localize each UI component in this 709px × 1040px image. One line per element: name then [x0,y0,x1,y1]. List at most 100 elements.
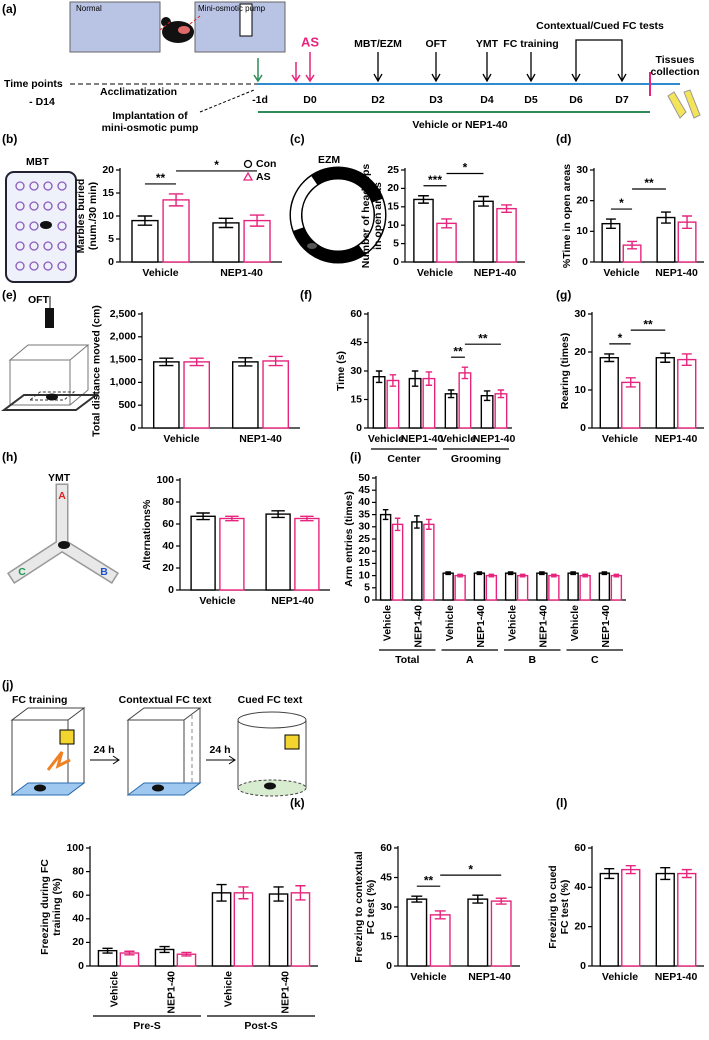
error-bar [426,518,432,530]
x-tick-label: NEP1-40 [271,595,314,607]
error-bar [375,370,383,384]
y-tick-label: 60 [380,842,392,854]
error-bar [447,389,455,399]
bar [444,393,458,429]
panel-label: (c) [290,132,305,146]
bar [516,574,529,601]
group-label: Center [387,453,420,465]
x-tick-label: Vehicle [163,433,199,445]
bar [610,574,623,601]
x-tick-label: NEP1-40 [401,433,444,445]
error-bar [295,885,306,901]
error-bar [159,945,170,954]
day-label: D7 [615,94,629,106]
x-tick-label: Vehicle [368,433,404,445]
bar [496,207,517,263]
x-tick-label: Vehicle [440,433,476,445]
legend-marker [242,171,254,181]
arrow [90,755,120,765]
y-tick-label: 0 [78,960,84,972]
day-label: D0 [303,94,317,106]
period-label: Acclimatization [100,86,177,98]
panel-label: (h) [2,450,17,464]
bar [294,517,320,591]
error-bar [434,910,446,920]
bar [467,898,489,967]
error-bar [660,352,671,363]
cylinder [237,720,307,788]
y-tick-label: 60 [162,518,174,530]
y-tick-label: 20 [102,164,114,176]
y-axis-label: in open areas [372,182,384,250]
error-bar [476,571,483,576]
error-bar [389,374,397,387]
y-axis-label: Freezing during FC [39,859,51,955]
y-tick-label: 2,000 [110,331,136,343]
bar [423,523,435,601]
y-tick-label: 20 [574,346,586,358]
error-bar [414,515,420,529]
error-bar [441,218,452,229]
bar [490,900,512,967]
bar [262,360,290,429]
error-bar [273,886,284,902]
significance-label: * [468,862,473,876]
marbles [15,181,67,271]
error-bar [472,894,484,904]
error-bar [660,866,671,881]
error-bar [606,218,616,229]
bar [473,572,486,601]
significance-label: *** [428,173,442,187]
bar [436,222,457,263]
day-label: D6 [569,94,583,106]
y-tick-label: 500 [118,399,136,411]
x-tick-label: NEP1-40 [165,971,177,1014]
mouse-icon [161,17,171,27]
y-tick-label: 10 [358,569,370,581]
implant-label: Implantation of [112,110,188,122]
error-bar [268,355,283,367]
y-axis-label: Freezing to contextual [353,851,365,963]
event-label: MBT/EZM [354,38,402,50]
bar [411,521,423,601]
bar [677,872,697,967]
speaker [59,729,75,745]
x-tick-label: NEP1-40 [220,267,263,279]
illustration-label: OFT [28,294,50,306]
y-axis-label: Total distance moved (cm) [90,305,102,437]
error-bar [681,353,692,366]
event-label: OFT [426,38,448,50]
mouse-icon [34,784,46,792]
stress-label: AS [301,34,319,49]
y-axis-label: Arm entries (times) [343,491,355,587]
y-tick-label: 60 [72,889,84,901]
error-bar [225,515,239,522]
y-tick-label: 10 [102,210,114,222]
x-tick-label: Vehicle [602,971,638,983]
error-bar [218,217,234,229]
panel-label: (k) [290,796,305,810]
bar [677,358,697,429]
significance-label: ** [643,317,653,331]
group-label: Total [395,654,419,666]
error-bar [495,897,507,905]
y-tick-label: 45 [350,336,362,348]
y-tick-label: 10 [387,219,399,231]
bar [372,376,386,429]
y-tick-label: 15 [358,557,370,569]
arrow [206,755,236,765]
tube-icon [667,89,701,119]
x-tick-label: Vehicle [222,971,234,1007]
significance-label: ** [644,176,654,190]
implant-arrow [199,89,255,113]
error-bar [249,214,265,227]
x-tick-label: Vehicle [417,267,453,279]
group-label: C [591,654,599,666]
y-tick-label: 0 [356,422,362,434]
y-axis-label: Time (s) [335,351,347,391]
y-tick-label: 40 [72,913,84,925]
y-tick-label: 45 [358,484,370,496]
x-tick-label: NEP1-40 [239,433,282,445]
bar [406,898,428,967]
